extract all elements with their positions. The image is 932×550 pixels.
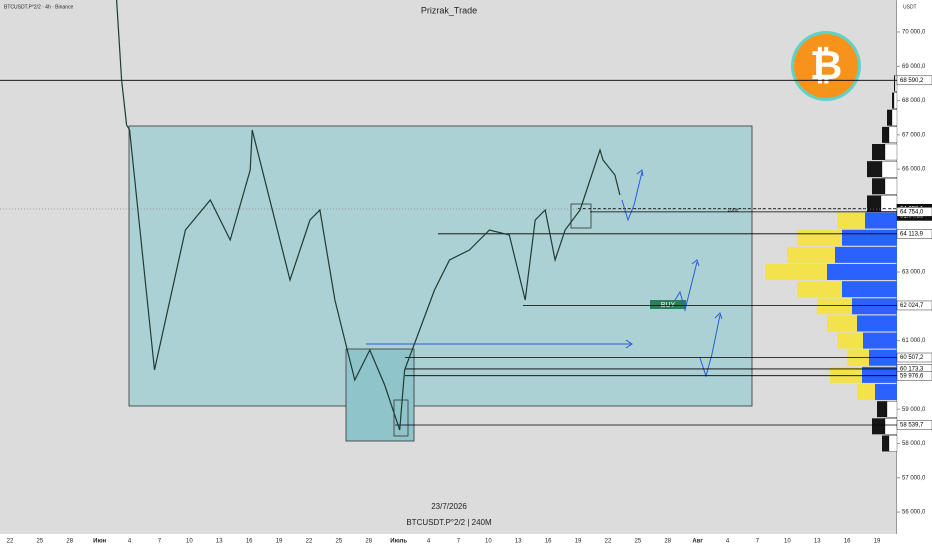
volume-bar-inner: [884, 178, 898, 195]
footer-caption: BTCUSDT.P°2/2 | 240M: [406, 518, 492, 527]
logo-symbol: ₿: [810, 43, 843, 89]
x-tick-label: 19: [575, 539, 582, 545]
y-tick-label: 69 000,0: [902, 64, 926, 70]
volume-bar-inner: [880, 195, 898, 212]
time-axis: [0, 534, 932, 550]
x-tick-label: 28: [365, 539, 372, 545]
buy-box: [650, 300, 686, 309]
y-tick-label: 61 000,0: [902, 338, 926, 344]
price-line: [116, 0, 621, 431]
level-label-bg: [896, 420, 932, 430]
x-tick-label: 7: [158, 539, 162, 545]
x-tick-label: 19: [874, 539, 881, 545]
y-tick-label: 58 000,0: [902, 441, 926, 447]
x-tick-label: 22: [306, 539, 313, 545]
arrows: [366, 169, 723, 378]
symbol-header: BTCUSDT.P°2/2 · 4h · Binance: [4, 4, 73, 10]
level-label-bg: [896, 207, 932, 217]
x-tick-label: 22: [7, 539, 14, 545]
level-label-bg: [896, 300, 932, 311]
volume-bar-inner: [884, 418, 898, 435]
y-tick-label: 56 000,0: [902, 510, 926, 516]
x-tick-label: Июн: [93, 539, 106, 545]
level-label-bg: [896, 75, 932, 86]
volume-bar-inner: [862, 366, 897, 383]
volume-bar-inner: [842, 229, 897, 246]
volume-bar-inner: [827, 264, 897, 281]
y-tick-label: 57 000,0: [902, 475, 926, 481]
logo: [794, 34, 858, 98]
y-tick-label: 63 000,0: [902, 270, 926, 276]
y-tick-label: 68 000,0: [902, 98, 926, 104]
level-label: 58 539,7: [900, 423, 924, 429]
x-tick-label: 4: [726, 539, 730, 545]
x-tick-label: 22: [605, 539, 612, 545]
zone-label: zone: [728, 207, 739, 213]
x-tick-label: 13: [216, 539, 223, 545]
level-label-bg: [896, 370, 932, 381]
x-tick-label: 13: [814, 539, 821, 545]
level-label-bg: [896, 229, 932, 239]
zone-box: [570, 203, 592, 229]
volume-bar-inner: [865, 212, 897, 229]
volume-bar-inner: [863, 332, 897, 349]
x-tick-label: 25: [336, 539, 343, 545]
x-tick-label: 7: [756, 539, 760, 545]
x-tick-label: Авг: [692, 539, 703, 545]
currency: USDT: [903, 4, 917, 10]
volume-bar-inner: [884, 143, 898, 161]
range-box: [128, 125, 753, 407]
volume-bar-inner: [852, 298, 897, 315]
x-tick-label: Июль: [390, 539, 407, 545]
x-tick-label: 16: [246, 539, 253, 545]
level-label: 60 173,3: [900, 367, 924, 373]
volume-bar-inner: [893, 92, 898, 109]
volume-bar-inner: [835, 246, 897, 263]
zone-box: [393, 399, 409, 437]
x-tick-label: 28: [66, 539, 73, 545]
x-tick-label: 16: [545, 539, 552, 545]
y-tick-label: 70 000,0: [902, 30, 926, 36]
volume-bar-inner: [857, 315, 897, 332]
level-label: 64 754,0: [900, 209, 924, 215]
level-label: 59 976,6: [900, 373, 924, 379]
level-label: 68 590,2: [900, 78, 924, 84]
x-tick-label: 13: [515, 539, 522, 545]
x-tick-label: 10: [485, 539, 492, 545]
x-tick-label: 4: [427, 539, 431, 545]
x-tick-label: 25: [37, 539, 44, 545]
x-tick-label: 10: [186, 539, 193, 545]
volume-bar-inner: [881, 161, 898, 178]
x-tick-label: 16: [844, 539, 851, 545]
y-tick-label: 59 000,0: [902, 407, 926, 413]
volume-bar-inner: [875, 384, 897, 401]
price-axis: [897, 0, 932, 550]
x-tick-label: 25: [635, 539, 642, 545]
x-tick-label: 4: [128, 539, 132, 545]
level-label: 64 113,9: [900, 231, 924, 237]
volume-bar-inner: [842, 281, 897, 298]
x-tick-label: 10: [784, 539, 791, 545]
x-tick-label: 19: [276, 539, 283, 545]
volume-bar-inner: [888, 126, 898, 144]
volume-bar-inner: [888, 435, 898, 452]
level-label-bg: [896, 352, 932, 363]
level-label: 62 024,7: [900, 303, 924, 309]
x-tick-label: 7: [457, 539, 461, 545]
level-label: 60 507,2: [900, 355, 924, 361]
x-tick-label: 28: [664, 539, 671, 545]
chart-title: Prizrak_Trade: [421, 5, 477, 15]
volume-bar-inner: [891, 109, 898, 126]
volume-bar-inner: [886, 401, 898, 418]
volume-bar-inner: [894, 75, 898, 92]
date-caption: 23/7/2026: [431, 502, 467, 511]
y-tick-label: 66 000,0: [902, 167, 926, 173]
y-tick-label: 67 000,0: [902, 132, 926, 138]
zone-box: [345, 348, 415, 442]
